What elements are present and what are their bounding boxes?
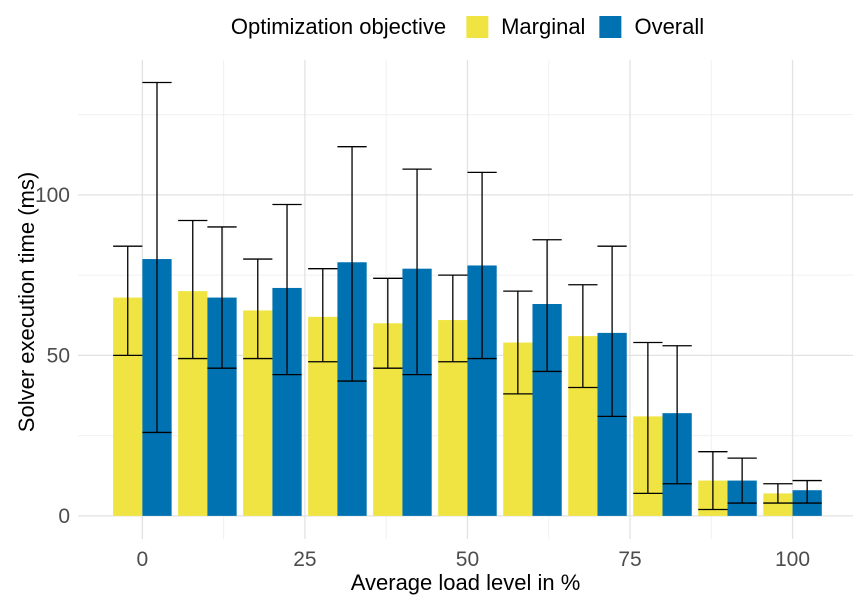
y-axis-title: Solver execution time (ms) xyxy=(14,171,39,433)
errorbar-overall-10 xyxy=(207,226,237,369)
errorbar-marginal-80 xyxy=(633,341,663,495)
errorbar-marginal-60 xyxy=(503,290,533,395)
errorbar-overall-50 xyxy=(467,171,497,360)
errorbar-marginal-30 xyxy=(308,268,338,363)
errorbar-marginal-0 xyxy=(113,245,143,357)
errorbar-marginal-70 xyxy=(568,284,598,389)
overall-swatch-icon xyxy=(599,16,622,38)
errorbar-overall-80 xyxy=(662,345,692,485)
y-tick-label-100: 100 xyxy=(35,184,70,207)
legend-item-overall: Overall xyxy=(599,14,704,40)
x-tick-label-50: 50 xyxy=(456,548,479,571)
y-tick-label-50: 50 xyxy=(47,344,70,367)
errorbar-marginal-100 xyxy=(763,483,793,504)
errorbar-marginal-20 xyxy=(243,258,273,360)
bar-marginal-100 xyxy=(763,493,793,516)
x-tick-label-25: 25 xyxy=(293,548,316,571)
errorbar-overall-0 xyxy=(142,81,172,434)
legend-title: Optimization objective xyxy=(230,14,447,39)
errorbar-overall-90 xyxy=(727,457,757,504)
marginal-swatch-icon xyxy=(466,16,489,38)
errorbar-marginal-40 xyxy=(373,277,403,369)
errorbar-overall-30 xyxy=(337,146,367,382)
errorbar-overall-20 xyxy=(272,203,302,376)
errorbar-overall-70 xyxy=(597,245,627,418)
errorbar-marginal-50 xyxy=(438,274,468,363)
errorbar-overall-100 xyxy=(792,479,822,504)
errorbar-overall-40 xyxy=(402,168,432,376)
legend: Optimization objective Marginal Overall xyxy=(231,12,704,42)
errorbar-marginal-90 xyxy=(698,451,728,511)
errorbar-overall-60 xyxy=(532,239,562,373)
x-axis-title: Average load level in % xyxy=(350,570,581,595)
x-tick-label-0: 0 xyxy=(137,548,149,571)
y-tick-label-0: 0 xyxy=(58,505,70,528)
x-tick-label-100: 100 xyxy=(775,548,810,571)
x-tick-label-75: 75 xyxy=(618,548,641,571)
legend-label-marginal: Marginal xyxy=(501,14,586,39)
legend-item-marginal: Marginal xyxy=(466,14,585,40)
legend-label-overall: Overall xyxy=(634,14,705,39)
errorbar-marginal-10 xyxy=(178,219,208,360)
